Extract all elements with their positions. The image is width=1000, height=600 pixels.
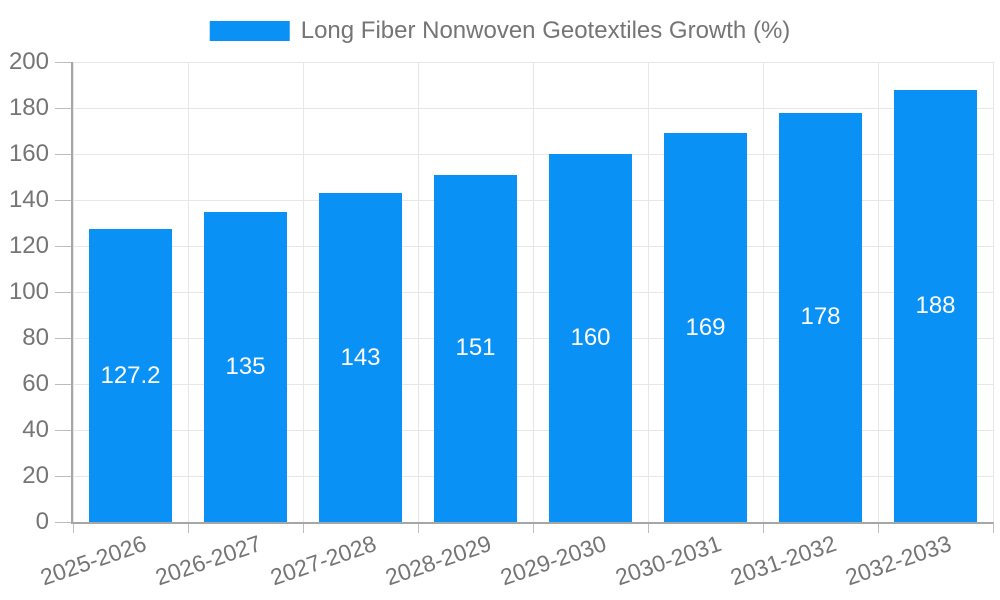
x-tick [417, 522, 419, 533]
y-tick [55, 429, 73, 431]
bar-value-label: 143 [340, 343, 381, 371]
y-tick-label: 100 [8, 278, 49, 305]
y-tick [55, 475, 73, 477]
y-tick [55, 291, 73, 293]
y-tick [55, 521, 73, 523]
y-tick-label: 80 [22, 324, 49, 351]
x-gridline [532, 62, 534, 522]
x-axis-label: 2028-2029 [381, 530, 494, 591]
y-tick [55, 337, 73, 339]
x-axis-label: 2029-2030 [496, 530, 609, 591]
legend-swatch [209, 21, 290, 41]
x-gridline [417, 62, 419, 522]
y-axis-line [71, 62, 73, 522]
bar [664, 133, 747, 522]
bar-value-label: 127.2 [100, 361, 161, 389]
y-tick-label: 120 [8, 232, 49, 259]
y-tick-label: 140 [8, 186, 49, 213]
bar [204, 211, 287, 522]
y-tick [55, 383, 73, 385]
legend: Long Fiber Nonwoven Geotextiles Growth (… [209, 17, 791, 45]
bar [434, 174, 517, 522]
x-gridline [72, 62, 74, 522]
bar-value-label: 178 [800, 303, 841, 331]
x-axis-label: 2026-2027 [151, 530, 264, 591]
bar [549, 154, 632, 522]
bar [779, 112, 862, 522]
y-tick-label: 40 [22, 416, 49, 443]
bar-value-label: 135 [225, 352, 266, 380]
x-gridline [647, 62, 649, 522]
bar-value-label: 151 [455, 334, 496, 362]
bar-value-label: 188 [915, 291, 956, 319]
bar [894, 89, 977, 522]
x-gridline [187, 62, 189, 522]
bar [319, 193, 402, 522]
y-tick-label: 60 [22, 370, 49, 397]
x-tick [992, 522, 994, 533]
y-tick-label: 20 [22, 462, 49, 489]
x-tick [72, 522, 74, 533]
y-tick [55, 245, 73, 247]
x-axis-label: 2030-2031 [611, 530, 724, 591]
x-tick [762, 522, 764, 533]
x-gridline [762, 62, 764, 522]
y-tick-label: 180 [8, 94, 49, 121]
x-axis-label: 2032-2033 [841, 530, 954, 591]
y-tick [55, 107, 73, 109]
x-tick [647, 522, 649, 533]
x-gridline [302, 62, 304, 522]
x-tick [302, 522, 304, 533]
bar [89, 229, 172, 522]
x-tick [187, 522, 189, 533]
x-axis-line [71, 522, 993, 524]
x-gridline [992, 62, 994, 522]
x-axis-label: 2025-2026 [36, 530, 149, 591]
x-tick [532, 522, 534, 533]
legend-label: Long Fiber Nonwoven Geotextiles Growth (… [300, 17, 791, 44]
y-tick-label: 160 [8, 140, 49, 167]
y-tick [55, 199, 73, 201]
y-tick [55, 153, 73, 155]
x-tick [877, 522, 879, 533]
y-tick-label: 0 [35, 508, 49, 535]
bar-value-label: 169 [685, 313, 726, 341]
x-axis-label: 2027-2028 [266, 530, 379, 591]
y-tick [55, 61, 73, 63]
y-tick-label: 200 [8, 48, 49, 75]
x-axis-label: 2031-2032 [726, 530, 839, 591]
bar-value-label: 160 [570, 324, 611, 351]
x-gridline [877, 62, 879, 522]
